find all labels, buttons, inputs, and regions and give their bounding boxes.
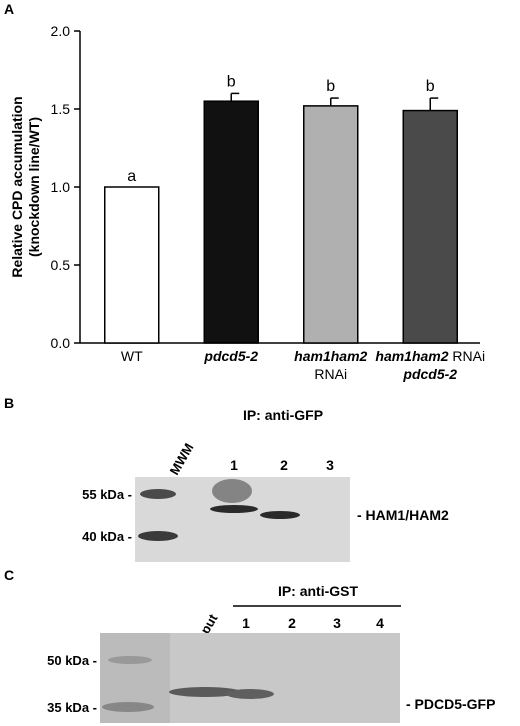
x-tick-label: WT — [121, 348, 143, 364]
bar — [203, 100, 259, 344]
lane-1-smear — [212, 479, 252, 503]
panel-letter-a: A — [4, 1, 14, 17]
y-tick-label: 0.5 — [51, 257, 71, 273]
marker-band-50 — [108, 656, 152, 664]
x-tick-label: pdcd5-2 — [402, 366, 457, 382]
bar-chart: 0.0 0.5 1.0 1.5 2.0 Relative CPD accumulation… — [9, 23, 485, 382]
ham1-ham2-band-lane-1 — [210, 505, 258, 513]
marker-band-40 — [138, 531, 178, 541]
lane-label-c-3: 3 — [333, 615, 341, 631]
bar — [303, 105, 359, 344]
y-tick-label: 1.5 — [51, 101, 71, 117]
marker-35kda: 35 kDa - — [47, 700, 97, 715]
bar — [104, 186, 160, 344]
panel-letter-c: C — [4, 567, 14, 583]
significance-letter: a — [127, 168, 136, 185]
panel-letter-b: B — [4, 395, 14, 411]
lane-label-b-2: 2 — [280, 457, 288, 473]
pdcd5-gfp-band-input — [169, 687, 241, 697]
y-tick-label: 1.0 — [51, 179, 71, 195]
lane-label-c-1: 1 — [242, 615, 250, 631]
significance-letter: b — [326, 78, 335, 95]
significance-letter: b — [426, 78, 435, 95]
band-label-pdcd5-gfp: - PDCD5-GFP — [406, 696, 495, 712]
lane-label-b-3: 3 — [326, 457, 334, 473]
significance-letter: b — [227, 73, 236, 90]
ip-title-b: IP: anti-GFP — [243, 407, 323, 423]
band-label-ham1-ham2: - HAM1/HAM2 — [357, 507, 449, 523]
marker-band-55 — [140, 489, 176, 499]
mwm-label: MWM — [167, 441, 197, 478]
lane-label-c-2: 2 — [288, 615, 296, 631]
x-tick-label: RNAi — [314, 366, 347, 382]
y-tick-label: 2.0 — [51, 23, 71, 39]
y-axis-label-line-1: Relative CPD accumulation — [9, 96, 25, 277]
bar — [402, 109, 458, 344]
ham1-ham2-band-lane-2 — [260, 511, 300, 519]
blot-b — [135, 477, 350, 562]
x-tick-label: ham1ham2 — [294, 348, 367, 364]
blot-c — [100, 633, 400, 723]
ip-title-c: IP: anti-GST — [278, 583, 359, 599]
lane-label-b-1: 1 — [230, 457, 238, 473]
marker-40kda: 40 kDa - — [82, 529, 132, 544]
marker-55kda: 55 kDa - — [82, 487, 132, 502]
x-tick-label: pdcd5-2 — [203, 348, 258, 364]
lane-label-c-4: 4 — [376, 615, 384, 631]
x-tick-label: ham1ham2 RNAi — [375, 348, 485, 364]
pdcd5-gfp-band-lane-1 — [226, 689, 274, 699]
marker-50kda: 50 kDa - — [47, 653, 97, 668]
y-axis-label-line-2: (knockdown line/WT) — [26, 117, 42, 257]
y-tick-label: 0.0 — [51, 335, 71, 351]
marker-band-35 — [102, 702, 154, 712]
